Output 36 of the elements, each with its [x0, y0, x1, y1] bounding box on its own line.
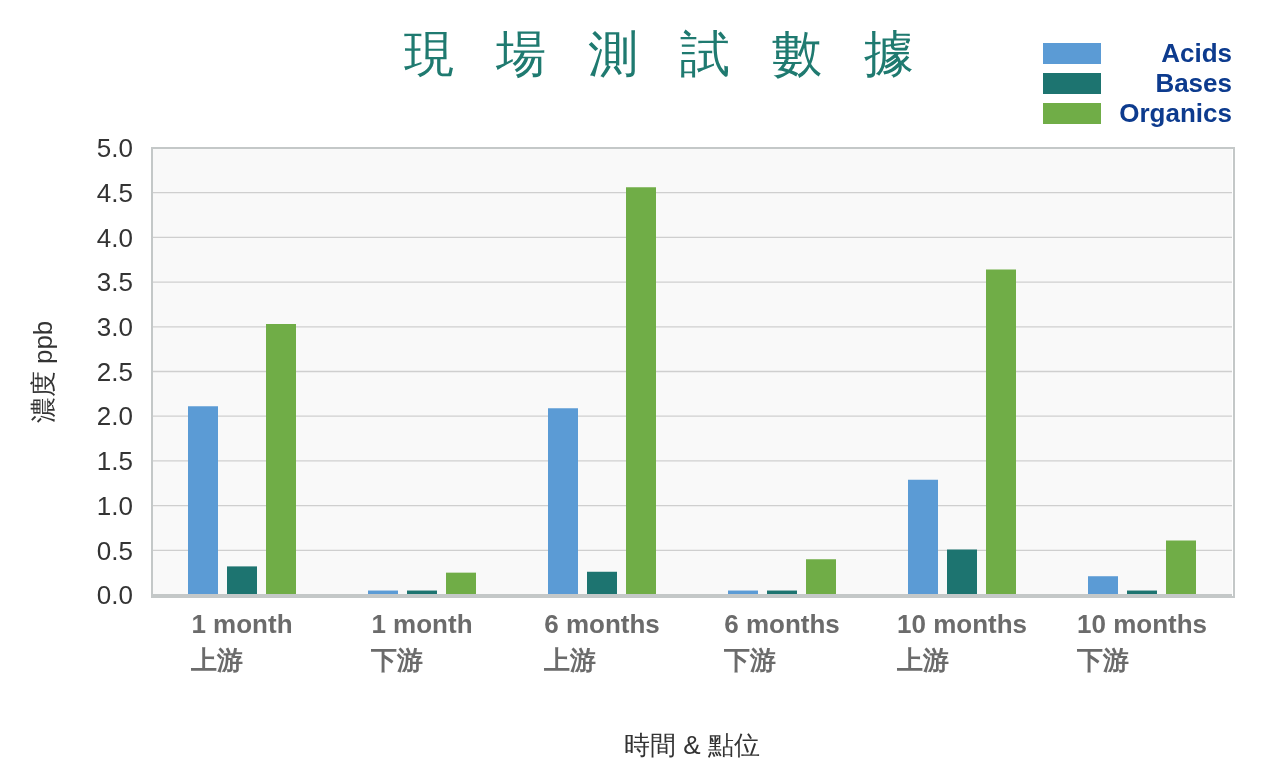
- x-tick-label: 6 months 下游: [723, 609, 840, 675]
- x-tick-label: 1 month 下游: [370, 609, 473, 675]
- y-tick-label: 4.0: [96, 222, 133, 253]
- bar: [1088, 576, 1118, 595]
- legend-label: Organics: [1119, 97, 1232, 129]
- legend-label: Bases: [1155, 67, 1232, 99]
- bar: [626, 187, 656, 595]
- chart-title: 現場測試數據: [404, 25, 956, 84]
- bar: [947, 549, 977, 595]
- y-tick-label: 2.0: [96, 401, 133, 432]
- y-tick-label: 0.0: [96, 580, 133, 611]
- bar: [227, 566, 257, 595]
- y-tick-label: 5.0: [96, 133, 133, 164]
- y-tick-label: 2.5: [96, 356, 133, 387]
- bar: [548, 408, 578, 595]
- x-tick-label: 1 month 上游: [190, 609, 293, 675]
- legend-label: Acids: [1161, 37, 1232, 69]
- y-tick-label: 3.0: [96, 312, 133, 343]
- x-tick-label: 6 months 上游: [543, 609, 660, 675]
- bar: [446, 572, 476, 595]
- bar: [806, 559, 836, 595]
- y-tick-label: 4.5: [96, 177, 133, 208]
- bar: [188, 406, 218, 595]
- y-tick-label: 1.0: [96, 490, 133, 521]
- y-tick-label: 3.5: [96, 267, 133, 298]
- y-tick-label: 0.5: [96, 535, 133, 566]
- y-tick-label: 1.5: [96, 446, 133, 477]
- x-tick-label: 10 months 下游: [1075, 609, 1208, 675]
- x-tick-label: 10 months 上游: [895, 609, 1028, 675]
- x-axis-title: 時間 & 點位: [624, 729, 760, 762]
- bar: [266, 324, 296, 595]
- bar: [587, 571, 617, 595]
- bar: [1166, 540, 1196, 595]
- bar: [908, 479, 938, 595]
- bar: [986, 269, 1016, 595]
- y-axis-title: 濃度 ppb: [26, 320, 59, 423]
